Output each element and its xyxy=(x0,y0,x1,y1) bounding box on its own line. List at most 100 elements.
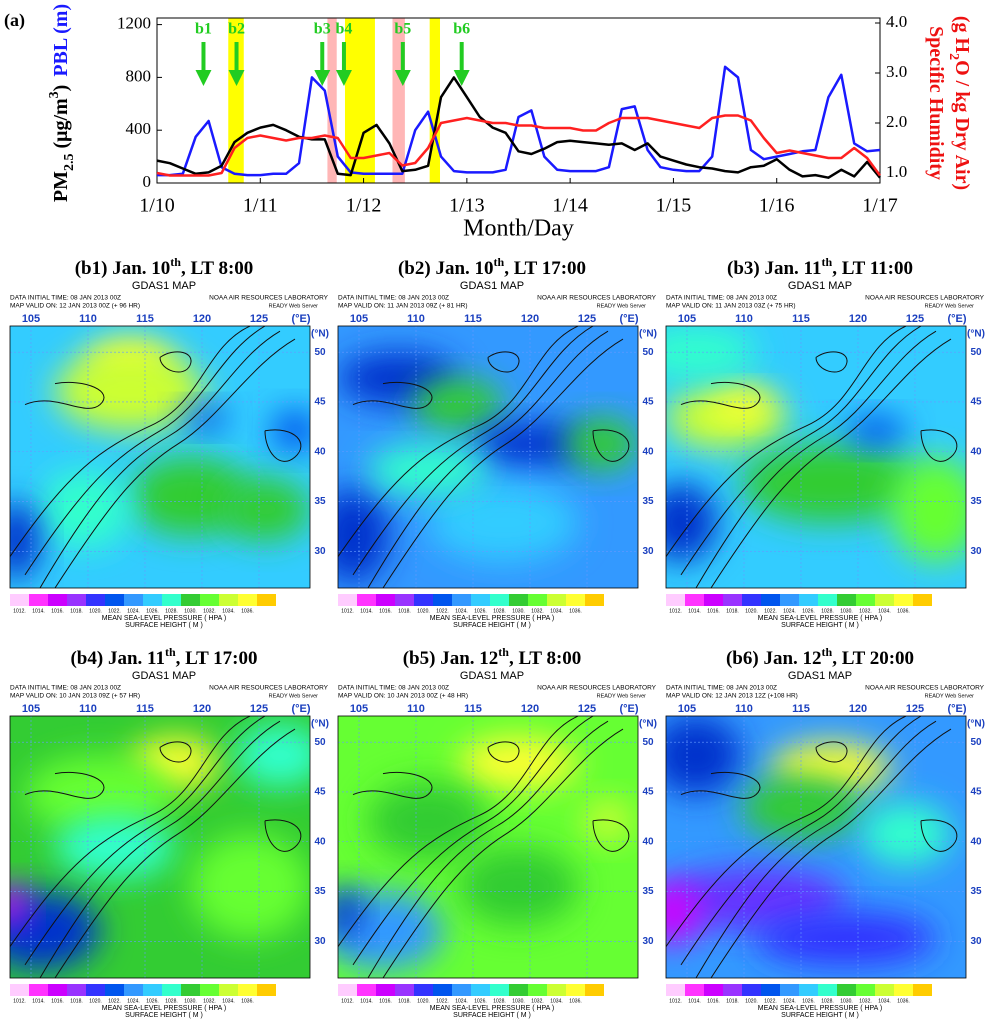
lat-label: 30 xyxy=(314,546,326,557)
colorbar-cell xyxy=(875,984,894,996)
lon-label: (°E) xyxy=(619,313,638,325)
map-header: DATA INITIAL TIME: 08 JAN 2013 00Z xyxy=(338,685,449,692)
colorbar-label: 1024. xyxy=(127,608,140,614)
map-contour xyxy=(54,728,296,978)
y-axis-title-part: ) xyxy=(50,85,72,92)
colorbar-label: 1012. xyxy=(341,998,354,1004)
map-blob xyxy=(130,457,250,536)
lat-label: 50 xyxy=(314,737,326,748)
colorbar-cell xyxy=(257,984,276,996)
colorbar-cell xyxy=(452,984,471,996)
lat-label: 40 xyxy=(642,446,654,457)
colorbar-label: 1022. xyxy=(764,998,777,1004)
map-footer: SURFACE HEIGHT ( M ) xyxy=(781,1012,859,1019)
map-contour xyxy=(159,741,192,763)
map-contour xyxy=(39,330,281,588)
lat-label: 35 xyxy=(642,886,654,897)
map-footer: MEAN SEA-LEVEL PRESSURE ( HPA ) xyxy=(102,615,226,622)
colorbar-cell xyxy=(452,594,471,606)
colorbar-cell xyxy=(338,594,357,606)
colorbar-label: 1030. xyxy=(512,608,525,614)
lat-label: 30 xyxy=(970,936,982,947)
lat-label: 30 xyxy=(642,546,654,557)
map-subtitle: GDAS1 MAP xyxy=(132,670,196,682)
colorbar-cell xyxy=(856,984,875,996)
map-blob xyxy=(666,881,702,944)
lon-label: 105 xyxy=(350,313,368,325)
map-contour xyxy=(352,382,433,409)
colorbar-label: 1012. xyxy=(13,998,26,1004)
map-header: NOAA AIR RESOURCES LABORATORY xyxy=(537,685,657,692)
map-body xyxy=(338,326,638,588)
map-footer: SURFACE HEIGHT ( M ) xyxy=(453,622,531,629)
colorbar-label: 1026. xyxy=(802,608,815,614)
map-contour xyxy=(352,326,594,576)
colorbar-cell xyxy=(257,594,276,606)
colorbar-cell xyxy=(666,594,685,606)
map-contour xyxy=(680,382,761,409)
colorbar-label: 1018. xyxy=(726,998,739,1004)
colorbar-label: 1036. xyxy=(569,608,582,614)
map-contour xyxy=(264,819,302,852)
colorbar-label: 1034. xyxy=(878,998,891,1004)
annotation-label: b5 xyxy=(394,21,411,38)
colorbar-cell xyxy=(414,594,433,606)
colorbar-cell xyxy=(471,984,490,996)
map-blob xyxy=(891,457,966,562)
map-title-part: , LT 17:00 xyxy=(504,258,586,279)
lon-label: 120 xyxy=(521,703,539,715)
map-footer: MEAN SEA-LEVEL PRESSURE ( HPA ) xyxy=(758,1005,882,1012)
colorbar-label: 1022. xyxy=(108,998,121,1004)
colorbar-cell xyxy=(238,594,257,606)
colorbar-label: 1028. xyxy=(821,998,834,1004)
colorbar-label: 1024. xyxy=(455,998,468,1004)
colorbar-label: 1012. xyxy=(13,608,26,614)
colorbar-label: 1026. xyxy=(146,608,159,614)
map-contour xyxy=(710,728,952,978)
map-title-part: , LT 8:00 xyxy=(181,258,253,279)
colorbar-cell xyxy=(528,594,547,606)
map-contour xyxy=(592,429,630,462)
colorbar-cell xyxy=(395,984,414,996)
map-title: (b1) Jan. 10th, LT 8:00 xyxy=(75,255,254,280)
colorbar-cell xyxy=(818,594,837,606)
colorbar-cell xyxy=(86,594,105,606)
map-blob xyxy=(40,470,130,549)
map-header: NOAA AIR RESOURCES LABORATORY xyxy=(209,295,329,302)
map-contour xyxy=(264,429,302,462)
lon-label: 120 xyxy=(193,703,211,715)
x-tick-label: 1/15 xyxy=(656,195,692,217)
map-frame xyxy=(337,325,639,589)
plot-frame xyxy=(156,17,881,184)
lat-label: 45 xyxy=(970,397,982,408)
colorbar-cell xyxy=(566,594,585,606)
colorbar-label: 1036. xyxy=(241,608,254,614)
colorbar-label: 1034. xyxy=(222,608,235,614)
map-contour xyxy=(382,338,624,588)
y-axis-title-part: 2.5 xyxy=(62,154,77,172)
colorbar-cell xyxy=(913,594,932,606)
map-contour xyxy=(10,326,251,557)
lat-label: (°N) xyxy=(639,329,657,340)
map-blob xyxy=(220,477,310,541)
colorbar-label: 1024. xyxy=(783,608,796,614)
colorbar-label: 1028. xyxy=(493,998,506,1004)
colorbar-cell xyxy=(124,594,143,606)
colorbar-label: 1014. xyxy=(688,608,701,614)
map-title-part: (b1) Jan. 10 xyxy=(75,258,171,279)
lat-label: 30 xyxy=(642,936,654,947)
colorbar-label: 1016. xyxy=(379,998,392,1004)
lat-label: 35 xyxy=(314,496,326,507)
map-header: MAP VALID ON: 11 JAN 2013 09Z (+ 81 HR) xyxy=(338,303,468,310)
lon-label: 115 xyxy=(136,313,154,325)
map-blob xyxy=(458,847,578,926)
lon-label: 115 xyxy=(792,313,810,325)
map-body xyxy=(10,716,310,978)
map-footer: SURFACE HEIGHT ( M ) xyxy=(125,622,203,629)
colorbar-label: 1026. xyxy=(802,998,815,1004)
y2-axis-title-part: O / kg Dry Air) xyxy=(951,60,973,190)
map-subtitle: GDAS1 MAP xyxy=(788,280,852,292)
colorbar-cell xyxy=(685,594,704,606)
map-header: DATA INITIAL TIME: 08 JAN 2013 00Z xyxy=(666,685,777,692)
colorbar-label: 1020. xyxy=(417,998,430,1004)
